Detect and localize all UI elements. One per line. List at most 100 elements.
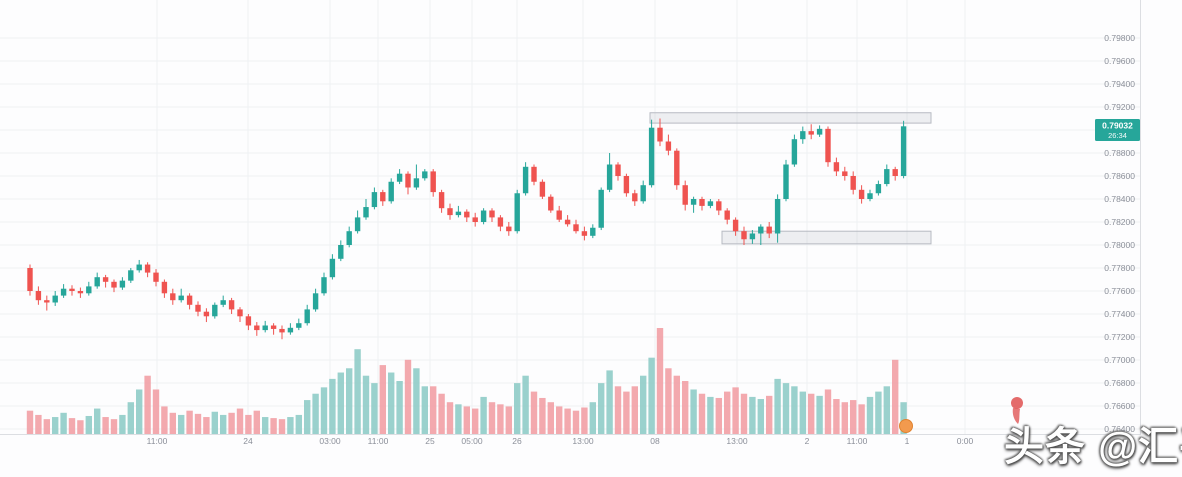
volume-bar (522, 375, 529, 434)
volume-bar (858, 404, 865, 434)
volume-bar (43, 419, 50, 434)
candle-body (136, 264, 142, 271)
price-axis-label: 0.79200 (1104, 102, 1135, 112)
volume-bar (278, 419, 286, 434)
candle-body (573, 224, 579, 232)
candle-body (455, 211, 462, 216)
candle-body (430, 171, 436, 193)
candle-body (648, 127, 655, 186)
candle-body (287, 327, 294, 333)
volume-bar (388, 372, 395, 434)
price-axis-label: 0.78000 (1104, 240, 1135, 250)
candle-body (212, 304, 218, 317)
volume-bar (572, 410, 580, 434)
volume-bar (421, 386, 428, 434)
candle-body (783, 164, 789, 199)
candle-body (354, 217, 361, 232)
candle-body (640, 185, 646, 202)
volume-bar (438, 393, 445, 434)
volume-bar (52, 417, 59, 434)
candle-body (178, 295, 184, 301)
volume-bar (690, 389, 697, 434)
candle-body (716, 201, 722, 211)
volume-bar (119, 414, 126, 434)
volume-bar (497, 404, 504, 434)
price-axis-label: 0.77600 (1104, 286, 1135, 296)
volume-bar (320, 387, 328, 434)
watermark-icon (1011, 397, 1023, 424)
time-axis-label: 05:00 (461, 436, 483, 446)
candle-body (380, 192, 386, 202)
volume-bar (127, 402, 134, 434)
candle-body (203, 311, 210, 317)
candle-body (842, 171, 848, 176)
volume-bar (514, 383, 521, 434)
volume-bar (866, 396, 874, 434)
price-zone (721, 230, 932, 245)
candle-body (128, 270, 134, 281)
volume-bar (749, 396, 756, 434)
candle-body (598, 189, 604, 228)
volume-bar (808, 393, 815, 434)
volume-bar (648, 357, 655, 434)
time-axis-label: 2 (805, 436, 810, 446)
volume-bar (732, 387, 739, 434)
volume-bar (346, 368, 353, 434)
candle-body (732, 219, 739, 232)
volume-bar (304, 400, 311, 434)
last-bar-marker (899, 419, 913, 433)
candle-body (531, 166, 537, 182)
volume-bar (287, 417, 294, 434)
price-axis-label: 0.77400 (1104, 309, 1135, 319)
volume-bar (556, 406, 563, 434)
candle-body (195, 304, 201, 312)
candle-body (749, 233, 756, 240)
volume-bar (136, 389, 143, 434)
candle-body (237, 309, 243, 317)
candle-body (657, 127, 663, 142)
candle-body (833, 162, 840, 172)
candle-body (590, 227, 596, 236)
volume-bar (253, 410, 260, 434)
volume-bar (178, 414, 185, 434)
candle-body (774, 199, 781, 234)
price-axis-label: 0.79800 (1104, 33, 1135, 43)
volume-bar (581, 407, 588, 434)
volume-bar (362, 375, 370, 434)
volume-bar (60, 412, 67, 434)
current-price-badge (1095, 119, 1140, 141)
candle-body (539, 181, 546, 197)
candle-body (186, 295, 193, 305)
volume-bar (262, 417, 269, 434)
candle-body (867, 193, 873, 199)
candle-body (119, 280, 126, 288)
volume-bar (68, 418, 76, 434)
volume-bar (766, 395, 773, 434)
candle-body (480, 210, 487, 222)
volume-bar (245, 414, 252, 434)
candle-body (60, 288, 67, 296)
volume-bar (295, 414, 302, 434)
candle-body (44, 300, 50, 303)
candle-body (69, 288, 75, 291)
time-axis-label: 11:00 (847, 436, 868, 446)
candle-body (329, 258, 336, 278)
candle-body (405, 173, 411, 188)
volume-bar (455, 404, 462, 434)
price-axis-label: 0.78600 (1104, 171, 1135, 181)
candle-body (346, 231, 352, 245)
current-price-value: 0.79032 (1102, 121, 1133, 131)
volume-bar (564, 408, 571, 434)
time-axis-label: 11:00 (147, 436, 168, 446)
candle-body (35, 291, 42, 301)
candle-body (472, 217, 478, 222)
candle-body (808, 131, 814, 135)
volume-bar (791, 386, 798, 434)
volume-bar (26, 410, 34, 434)
volume-bar (614, 386, 622, 434)
volume-bar (161, 406, 168, 434)
candle-body (816, 128, 823, 135)
volume-bar (488, 402, 496, 434)
